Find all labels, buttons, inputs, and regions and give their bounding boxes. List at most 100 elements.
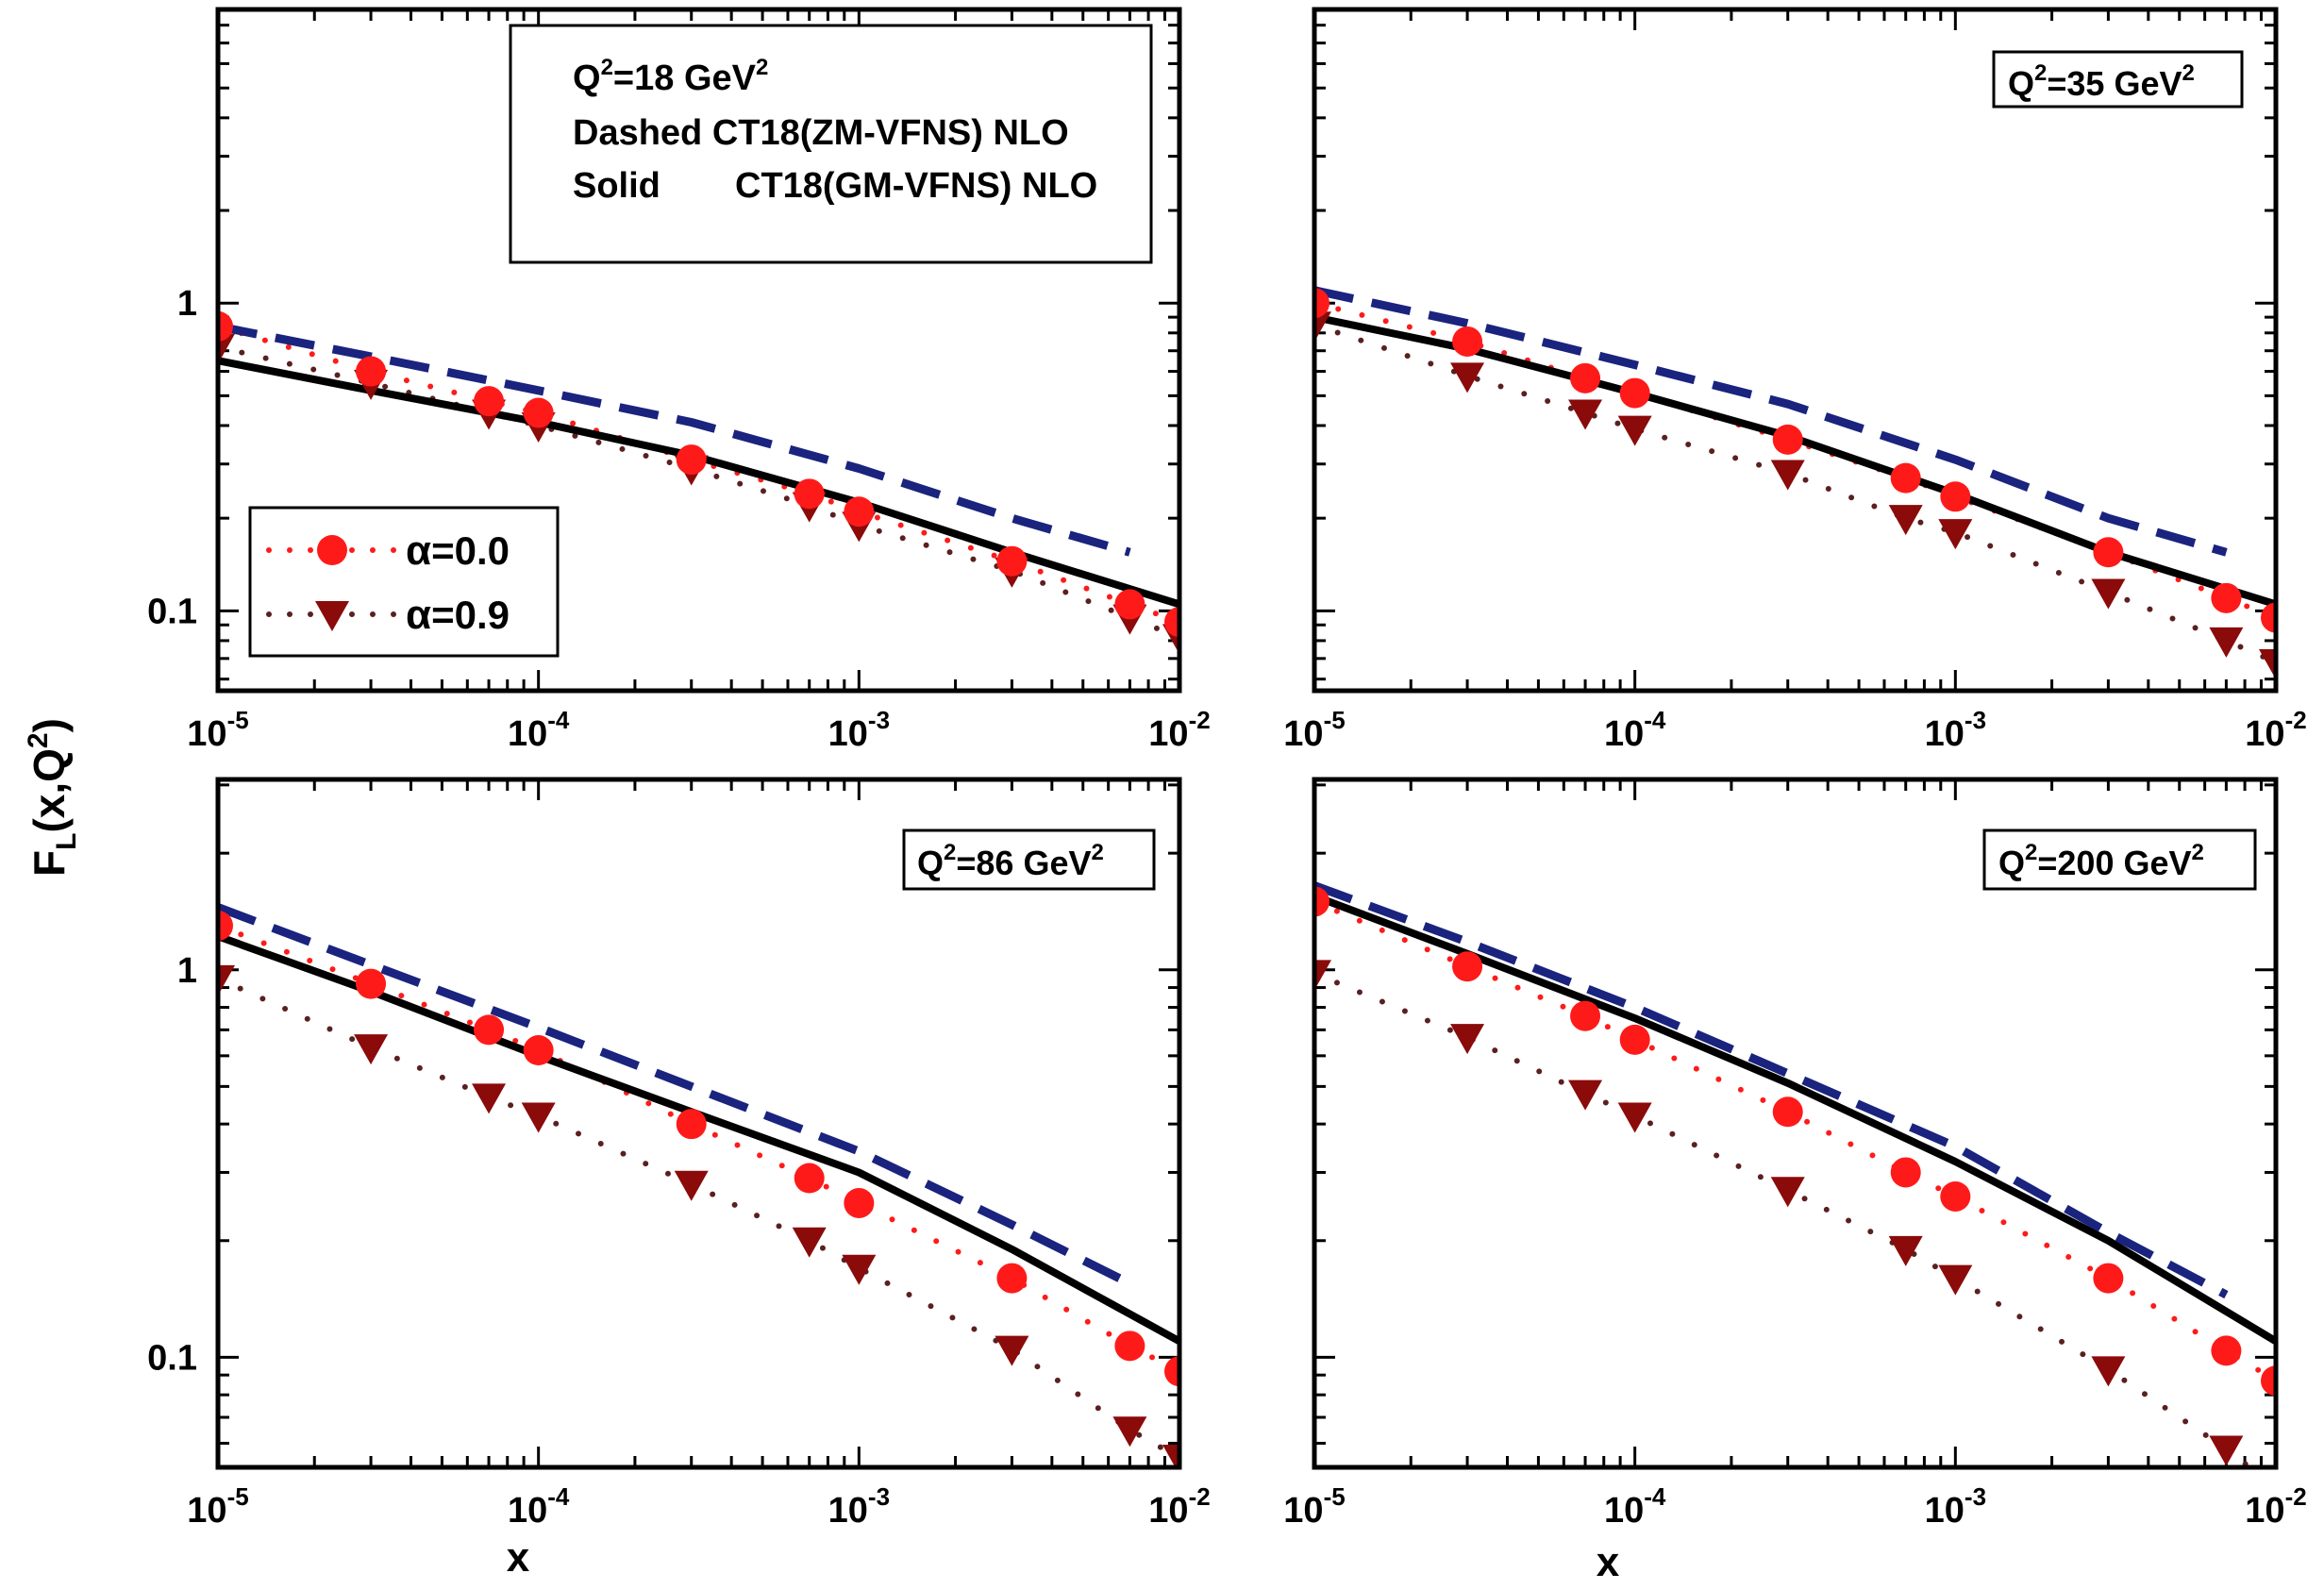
alpha09-triangle-point xyxy=(1617,1102,1652,1133)
alpha09-triangle-point xyxy=(1888,505,1923,536)
x-tick-label: 10-2 xyxy=(1148,706,1210,754)
y-tick-label-part: 1 xyxy=(177,951,197,991)
alpha09-triangle-point xyxy=(1938,519,1973,550)
x-tick-label: 10-3 xyxy=(828,706,890,754)
alpha09-triangle-point xyxy=(1770,1177,1805,1208)
series-solid-gm-vfns xyxy=(218,932,1179,1345)
alpha09-triangle-point xyxy=(1568,1080,1603,1111)
x-tick-label-part: -2 xyxy=(2285,1482,2307,1511)
alpha0-circle-point xyxy=(1114,1331,1145,1362)
x-tick-label: 10-3 xyxy=(1925,706,1986,754)
legend-alpha09-label-part: α xyxy=(406,592,431,638)
alpha0-circle-point xyxy=(1619,377,1650,409)
x-tick-label-part: -3 xyxy=(868,1482,890,1511)
y-tick-label-part: 1 xyxy=(177,284,197,324)
x-tick-label-part: -5 xyxy=(1324,1482,1346,1511)
x-tick-label-part: -4 xyxy=(547,706,570,734)
legend-alpha0-marker xyxy=(317,535,347,565)
y-tick-label-part: 0.1 xyxy=(147,1338,197,1378)
plot-frame xyxy=(1312,777,2279,1470)
plot-area xyxy=(1314,286,2276,679)
x-tick-label: 10-5 xyxy=(1283,706,1345,754)
alpha0-circle-point xyxy=(523,1035,554,1066)
x-tick-label: 10-2 xyxy=(1148,1482,1210,1531)
q2-label-part: 2 xyxy=(944,840,956,865)
alpha0-circle-point xyxy=(1940,481,1971,512)
plot-frame xyxy=(215,7,1182,694)
x-tick-label-part: 10 xyxy=(1283,714,1323,754)
legend-alpha09-label-part: =0.9 xyxy=(431,593,510,637)
q2-label-box xyxy=(1982,828,2257,891)
alpha0-circle-point xyxy=(218,310,233,342)
alpha0-circle-point xyxy=(676,444,707,476)
legend-info-line1-part: 2 xyxy=(601,55,613,80)
q2-label-part: 2 xyxy=(1091,840,1103,865)
x-tick-label-part: 10 xyxy=(1148,714,1188,754)
alpha09-triangle-point xyxy=(1314,960,1331,991)
alpha09-triangle-point xyxy=(1568,399,1603,430)
alpha09-triangle-point xyxy=(218,964,235,996)
x-tick-label-part: 10 xyxy=(508,714,547,754)
alpha09-triangle-point xyxy=(218,333,235,364)
alpha09-triangle-point xyxy=(1938,1264,1973,1296)
alpha0-circle-point xyxy=(996,545,1028,577)
alpha0-circle-point xyxy=(218,910,233,941)
x-tick-label-part: 10 xyxy=(1148,1491,1188,1531)
x-axis-label-right: x xyxy=(1597,1539,1620,1585)
q2-label-part: =86 GeV xyxy=(956,844,1091,882)
x-tick-label: 10-4 xyxy=(1604,1482,1666,1531)
x-tick-label-part: -2 xyxy=(1189,1482,1211,1511)
alpha0-circle-point xyxy=(356,356,387,387)
legend-info-line1-part: Q xyxy=(573,59,601,98)
x-tick-label-part: -4 xyxy=(547,1482,570,1511)
x-tick-label-part: -5 xyxy=(227,1482,249,1511)
alpha0-circle-point xyxy=(2211,1335,2242,1366)
x-tick-label-part: 10 xyxy=(1604,1491,1644,1531)
y-label-sub: L xyxy=(51,833,82,850)
alpha0-circle-point xyxy=(1452,951,1483,982)
legend-info-line3b-part: CT18(GM-VFNS) NLO xyxy=(735,166,1097,206)
alpha0-circle-point xyxy=(1314,288,1329,319)
x-tick-label-part: -2 xyxy=(2285,706,2307,734)
alpha0-circle-point xyxy=(794,478,825,510)
x-tick-label-part: 10 xyxy=(1925,1491,1965,1531)
y-label-close: ) xyxy=(25,718,74,732)
alpha0-circle-point xyxy=(844,1187,875,1218)
alpha0-circle-point xyxy=(474,1014,505,1046)
alpha0-circle-point xyxy=(1164,1356,1179,1387)
legend-series-box xyxy=(248,506,560,658)
y-label-main: F xyxy=(25,850,74,877)
alpha0-circle-point xyxy=(2211,582,2242,613)
x-tick-label-part: 10 xyxy=(1283,1491,1323,1531)
x-tick-label-part: 10 xyxy=(828,1491,868,1531)
legend-alpha0-label-part: α xyxy=(406,527,431,574)
alpha0-circle-point xyxy=(1940,1180,1971,1212)
alpha09-triangle-point xyxy=(354,1034,389,1065)
alpha0-circle-point xyxy=(1164,607,1179,638)
x-tick-label: 10-5 xyxy=(187,706,248,754)
q2-label-part: Q xyxy=(1998,844,2025,882)
q2-label-box xyxy=(902,828,1156,891)
x-tick-label-part: -3 xyxy=(868,706,890,734)
y-tick-label: 0.1 xyxy=(147,1338,197,1378)
alpha0-circle-point xyxy=(2093,537,2124,568)
y-tick-label-part: 0.1 xyxy=(147,592,197,631)
y-label-rest: (x,Q xyxy=(25,748,74,832)
x-tick-label: 10-3 xyxy=(828,1482,890,1531)
q2-label-part: 2 xyxy=(2034,60,2047,86)
alpha0-circle-point xyxy=(1890,462,1921,494)
x-tick-label-part: 10 xyxy=(2245,1491,2284,1531)
alpha09-triangle-point xyxy=(1450,1024,1485,1055)
alpha0-circle-point xyxy=(2261,602,2276,633)
alpha09-triangle-point xyxy=(472,1083,507,1114)
x-tick-label: 10-4 xyxy=(1604,706,1666,754)
x-tick-label: 10-2 xyxy=(2245,706,2306,754)
legend-info-line3a-part: Solid xyxy=(573,166,660,206)
x-tick-label-part: -5 xyxy=(227,706,249,734)
alpha0-circle-point xyxy=(1772,1096,1803,1128)
x-tick-label-part: 10 xyxy=(187,714,226,754)
alpha0-circle-point xyxy=(1314,886,1329,917)
x-tick-label: 10-2 xyxy=(2245,1482,2306,1531)
x-tick-label: 10-5 xyxy=(187,1482,248,1531)
